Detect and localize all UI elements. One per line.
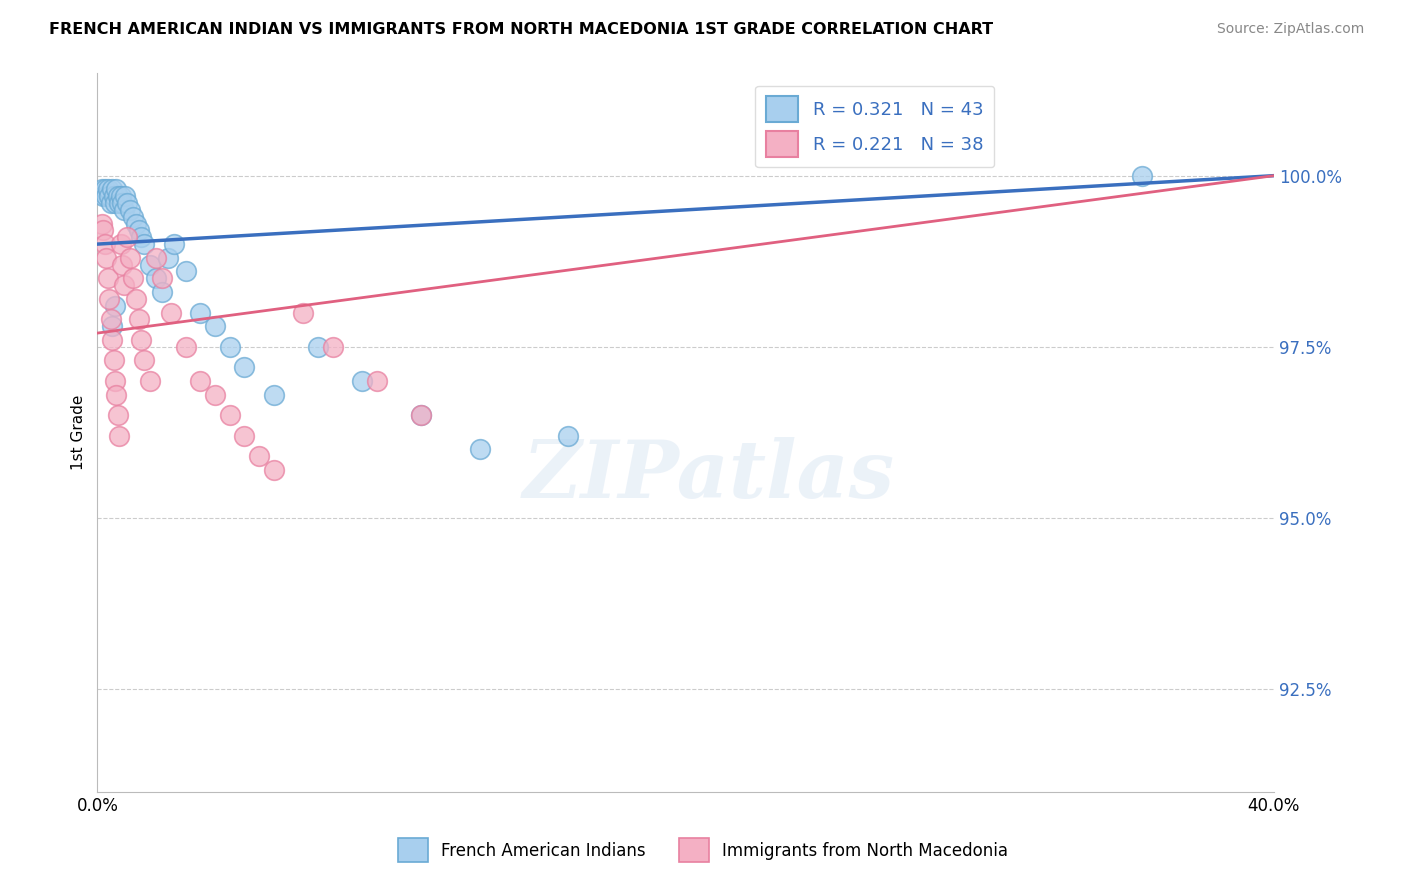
Point [218,409,240,423]
Point [111,258,134,272]
Point [108,196,131,211]
Point [263,387,285,401]
Point [204,387,226,401]
Point [103,353,125,368]
Point [307,340,329,354]
Point [121,210,143,224]
Point [97,182,120,196]
Point [96,189,118,203]
Point [104,196,127,211]
Point [131,230,153,244]
Point [93,182,115,196]
Text: Source: ZipAtlas.com: Source: ZipAtlas.com [1216,22,1364,37]
Point [104,374,127,388]
Point [100,312,122,326]
Y-axis label: 1st Grade: 1st Grade [72,394,86,470]
Point [160,305,183,319]
Point [150,285,173,299]
Point [121,271,143,285]
Point [134,353,156,368]
Point [97,271,120,285]
Point [107,189,129,203]
Point [218,340,240,354]
Point [114,189,136,203]
Point [322,340,344,354]
Point [103,189,125,203]
Point [110,237,132,252]
Point [115,196,138,211]
Text: ZIPatlas: ZIPatlas [523,437,896,514]
Point [174,340,197,354]
Point [188,374,211,388]
Point [163,237,186,252]
Point [145,251,167,265]
Point [292,305,315,319]
Point [118,251,141,265]
Point [409,409,432,423]
Point [90,182,112,196]
Point [204,319,226,334]
Point [124,292,146,306]
Point [93,237,115,252]
Point [101,182,124,196]
Point [105,387,128,401]
Point [174,264,197,278]
Point [128,312,150,326]
Point [233,360,256,375]
Point [112,278,135,293]
Point [105,182,128,196]
Text: FRENCH AMERICAN INDIAN VS IMMIGRANTS FROM NORTH MACEDONIA 1ST GRADE CORRELATION : FRENCH AMERICAN INDIAN VS IMMIGRANTS FRO… [49,22,993,37]
Point [90,217,112,231]
Point [104,299,127,313]
Point [91,189,114,203]
Point [134,237,156,252]
Legend: R = 0.321   N = 43, R = 0.221   N = 38: R = 0.321 N = 43, R = 0.221 N = 38 [755,86,994,168]
Point [139,374,162,388]
Point [98,292,121,306]
Point [557,429,579,443]
Point [98,189,121,203]
Point [112,202,135,217]
Point [188,305,211,319]
Point [131,333,153,347]
Point [366,374,388,388]
Point [96,251,118,265]
Point [352,374,374,388]
Point [111,196,134,211]
Point [107,409,129,423]
Point [233,429,256,443]
Point [128,223,150,237]
Point [101,333,124,347]
Point [100,196,122,211]
Point [91,223,114,237]
Point [247,450,270,464]
Point [150,271,173,285]
Point [101,319,124,334]
Point [108,429,131,443]
Point [468,442,491,457]
Point [110,189,132,203]
Point [1130,169,1153,183]
Legend: French American Indians, Immigrants from North Macedonia: French American Indians, Immigrants from… [389,830,1017,871]
Point [124,217,146,231]
Point [118,202,141,217]
Point [156,251,179,265]
Point [139,258,162,272]
Point [115,230,138,244]
Point [409,409,432,423]
Point [263,463,285,477]
Point [145,271,167,285]
